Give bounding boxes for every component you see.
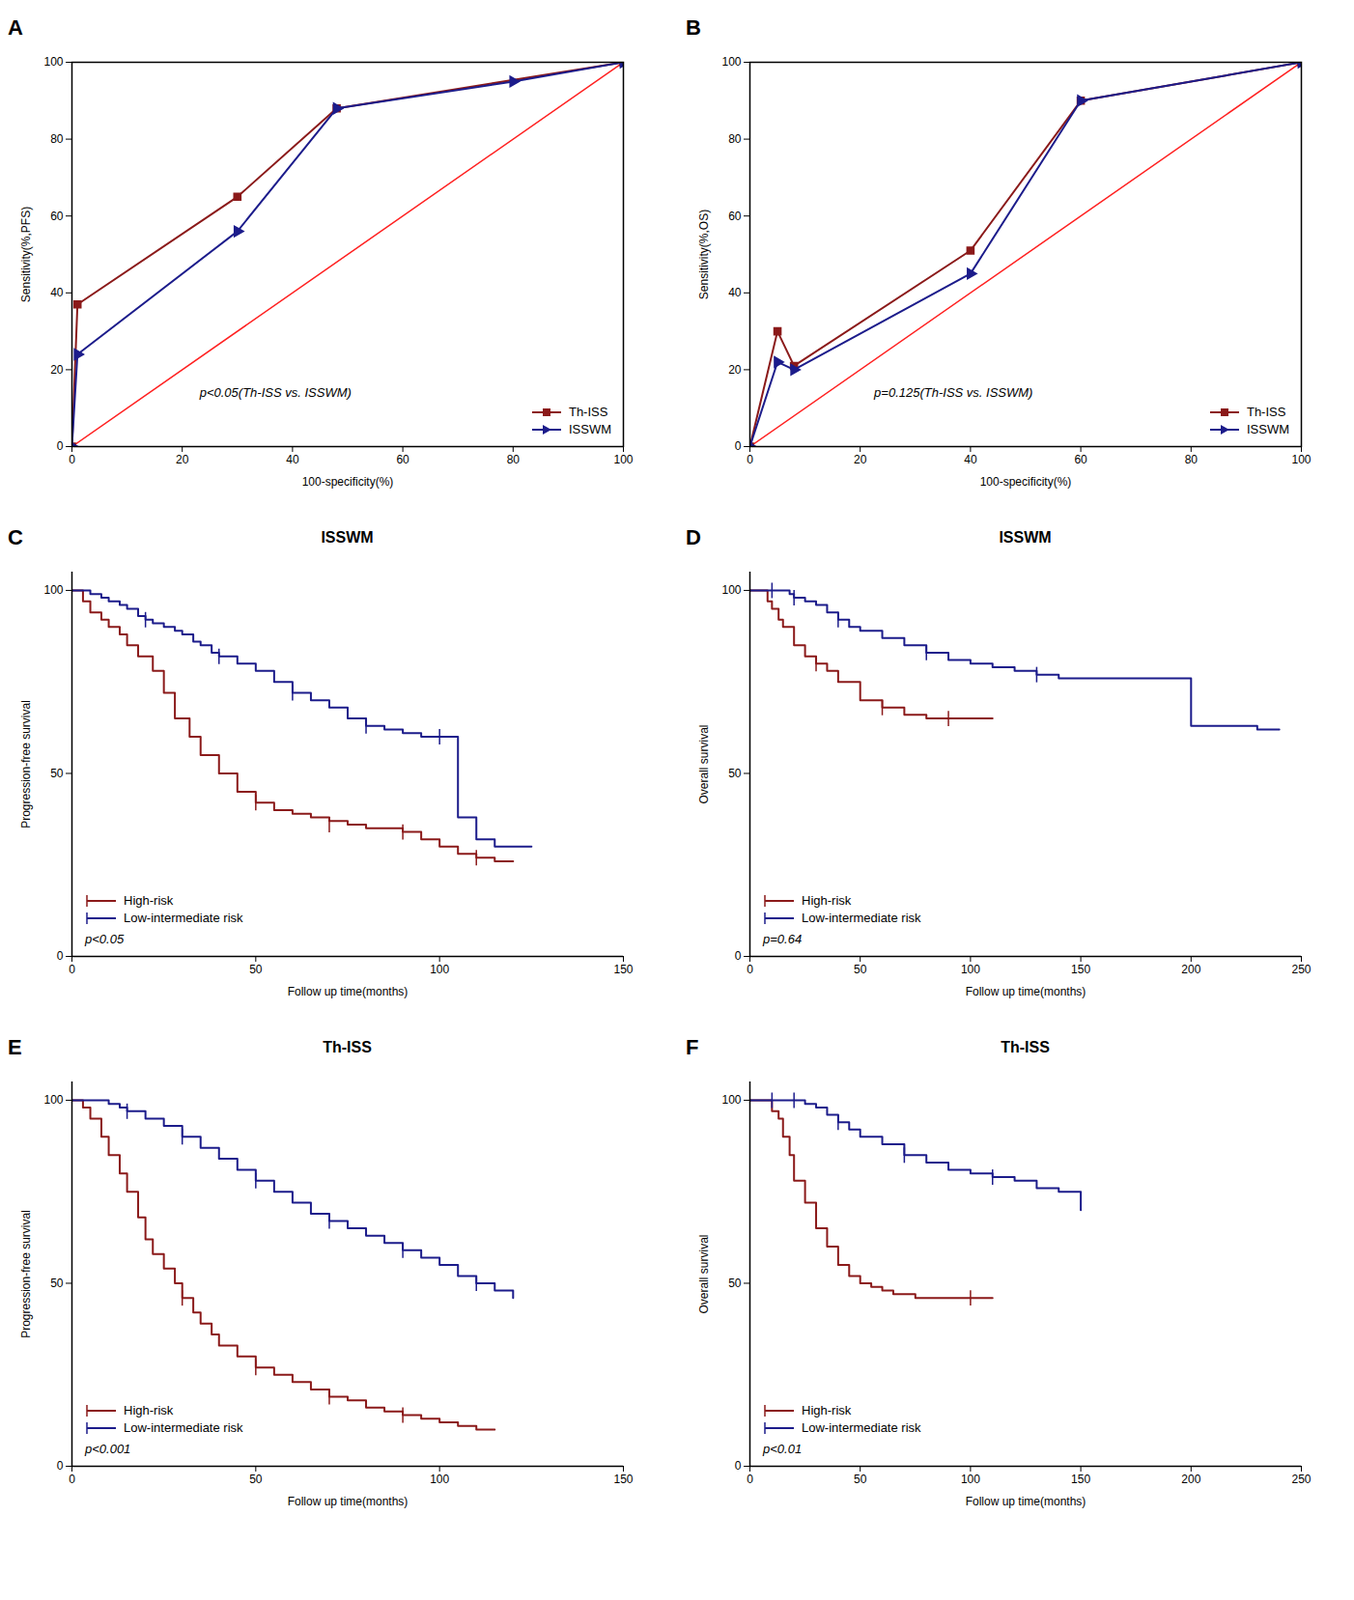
svg-text:Sensitivity(%,OS): Sensitivity(%,OS) [697, 209, 711, 300]
svg-text:100: 100 [721, 583, 741, 597]
svg-text:100: 100 [43, 55, 63, 69]
svg-text:Sensitivity(%,PFS): Sensitivity(%,PFS) [19, 206, 33, 303]
svg-text:100: 100 [43, 1093, 63, 1107]
svg-text:50: 50 [249, 962, 263, 977]
svg-text:50: 50 [853, 1472, 868, 1487]
html-text:p<0.01: p<0.01 [762, 1441, 802, 1457]
svg-text:50: 50 [50, 766, 64, 781]
html-text:Low-intermediate risk: Low-intermediate risk [123, 1420, 243, 1436]
svg-text:0: 0 [746, 452, 754, 467]
svg-text:100-specificity(%): 100-specificity(%) [980, 475, 1072, 489]
svg-text:20: 20 [853, 452, 868, 467]
html-text:Th-ISS: Th-ISS [568, 404, 608, 420]
svg-text:20: 20 [50, 363, 64, 377]
svg-text:100-specificity(%): 100-specificity(%) [302, 475, 395, 489]
html-text:p<0.05(Th-ISS vs. ISSWM): p<0.05(Th-ISS vs. ISSWM) [199, 385, 352, 401]
svg-text:0: 0 [68, 962, 76, 977]
svg-text:Progression-free survival: Progression-free survival [19, 700, 33, 829]
html-text:Th-ISS: Th-ISS [1246, 404, 1286, 420]
svg-text:250: 250 [1291, 1472, 1311, 1487]
html-text:High-risk: High-risk [801, 1403, 852, 1418]
svg-text:0: 0 [734, 1459, 742, 1473]
svg-text:40: 40 [963, 452, 978, 467]
html-text:ISSWM: ISSWM [1246, 422, 1290, 437]
svg-text:50: 50 [853, 962, 868, 977]
html-text:Th-ISS: Th-ISS [322, 1039, 372, 1056]
svg-text:Overall survival: Overall survival [697, 1234, 711, 1314]
html-text:p=0.125(Th-ISS vs. ISSWM): p=0.125(Th-ISS vs. ISSWM) [874, 385, 1033, 401]
html-text:ISSWM: ISSWM [568, 422, 612, 437]
html-text:Low-intermediate risk: Low-intermediate risk [123, 910, 243, 926]
svg-text:150: 150 [1071, 1472, 1091, 1487]
html-text:High-risk: High-risk [123, 1403, 174, 1418]
svg-text:50: 50 [728, 766, 742, 781]
html-text:ISSWM: ISSWM [998, 529, 1052, 546]
svg-text:0: 0 [56, 439, 64, 453]
svg-text:60: 60 [395, 452, 410, 467]
svg-text:40: 40 [728, 285, 742, 300]
svg-text:100: 100 [429, 962, 450, 977]
svg-text:80: 80 [1184, 452, 1199, 467]
svg-text:100: 100 [1291, 452, 1311, 467]
html-text:ISSWM: ISSWM [321, 529, 374, 546]
svg-text:40: 40 [285, 452, 300, 467]
svg-text:100: 100 [43, 583, 63, 597]
svg-text:Follow up time(months): Follow up time(months) [287, 1495, 409, 1509]
svg-text:Follow up time(months): Follow up time(months) [287, 985, 409, 999]
svg-text:0: 0 [734, 949, 742, 963]
svg-text:150: 150 [613, 962, 633, 977]
svg-text:0: 0 [68, 1472, 76, 1487]
svg-text:Overall survival: Overall survival [697, 724, 711, 804]
svg-text:Follow up time(months): Follow up time(months) [965, 985, 1087, 999]
svg-text:50: 50 [728, 1276, 742, 1291]
html-text:Low-intermediate risk: Low-intermediate risk [801, 910, 921, 926]
html-text:p=0.64: p=0.64 [762, 931, 802, 947]
svg-text:100: 100 [721, 55, 741, 69]
html-text:Low-intermediate risk: Low-intermediate risk [801, 1420, 921, 1436]
svg-text:Progression-free survival: Progression-free survival [19, 1210, 33, 1339]
svg-text:60: 60 [1073, 452, 1088, 467]
svg-text:80: 80 [728, 132, 742, 146]
html-text:B: B [685, 15, 702, 40]
svg-text:50: 50 [50, 1276, 64, 1291]
svg-text:100: 100 [721, 1093, 741, 1107]
svg-text:80: 80 [50, 132, 64, 146]
html-text:E: E [7, 1035, 22, 1060]
html-text:C: C [7, 525, 24, 550]
svg-text:0: 0 [734, 439, 742, 453]
html-text:High-risk: High-risk [123, 893, 174, 908]
svg-text:100: 100 [960, 962, 981, 977]
svg-text:100: 100 [613, 452, 633, 467]
html-text:High-risk: High-risk [801, 893, 852, 908]
svg-text:0: 0 [746, 962, 754, 977]
svg-text:Follow up time(months): Follow up time(months) [965, 1495, 1087, 1509]
svg-text:60: 60 [50, 209, 64, 224]
svg-text:150: 150 [1071, 962, 1091, 977]
svg-text:0: 0 [68, 452, 76, 467]
svg-text:60: 60 [728, 209, 742, 224]
svg-text:150: 150 [613, 1472, 633, 1487]
svg-text:0: 0 [56, 949, 64, 963]
html-text:Th-ISS: Th-ISS [1000, 1039, 1050, 1056]
html-text:p<0.05: p<0.05 [84, 931, 124, 947]
html-text:p<0.001: p<0.001 [84, 1441, 131, 1457]
svg-text:0: 0 [56, 1459, 64, 1473]
svg-text:0: 0 [746, 1472, 754, 1487]
svg-text:50: 50 [249, 1472, 263, 1487]
svg-text:100: 100 [429, 1472, 450, 1487]
svg-text:20: 20 [728, 363, 742, 377]
svg-text:20: 20 [175, 452, 190, 467]
svg-text:200: 200 [1181, 1472, 1201, 1487]
html-text:D: D [685, 525, 702, 550]
svg-text:200: 200 [1181, 962, 1201, 977]
svg-text:250: 250 [1291, 962, 1311, 977]
svg-text:100: 100 [960, 1472, 981, 1487]
svg-text:40: 40 [50, 285, 64, 300]
html-text:A: A [7, 15, 24, 40]
svg-text:80: 80 [507, 452, 521, 467]
html-text:F: F [685, 1035, 699, 1060]
